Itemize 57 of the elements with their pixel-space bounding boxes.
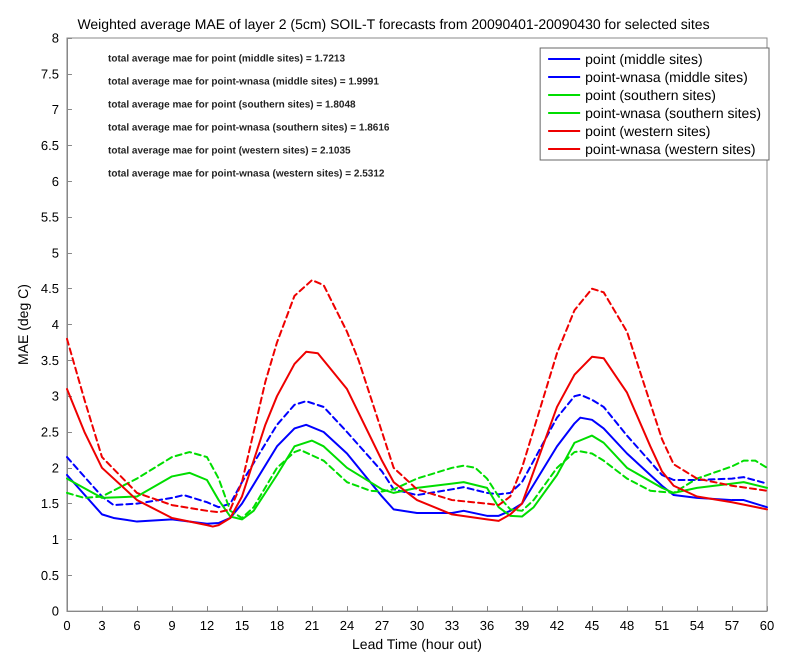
- line-series: [66, 434, 768, 520]
- line-series: [66, 279, 768, 514]
- annotation: total average mae for point (southern sites) = 1.8048: [108, 100, 356, 110]
- y-tick-label: 4: [52, 317, 59, 332]
- y-axis-title: MAE (deg C): [15, 284, 31, 366]
- legend-label: point-wnasa (middle sites): [585, 69, 748, 85]
- x-tick-label: 48: [620, 618, 634, 634]
- annotation: total average mae for point-wnasa (western sites) = 2.5312: [108, 168, 385, 180]
- y-tick-label: 7: [52, 102, 59, 118]
- line-series: [66, 416, 768, 525]
- x-tick-label: 42: [550, 618, 564, 634]
- y-tick-label: 1.5: [40, 496, 59, 512]
- x-tick-label: 3: [98, 618, 106, 634]
- x-tick-label: 9: [168, 618, 176, 634]
- x-tick-label: 45: [584, 618, 600, 634]
- x-tick-label: 54: [690, 618, 704, 634]
- y-tick-label: 3.5: [40, 352, 59, 368]
- x-tick-label: 21: [304, 618, 320, 634]
- x-tick-label: 60: [760, 618, 774, 634]
- y-tick-label: 4.5: [40, 281, 59, 296]
- legend-label: point-wnasa (southern sites): [585, 105, 762, 121]
- legend-label: point (southern sites): [585, 87, 716, 103]
- x-tick-label: 33: [444, 618, 460, 634]
- y-tick-label: 1: [52, 532, 59, 547]
- line-series: [66, 350, 768, 528]
- legend-label: point-wnasa (western sites): [585, 141, 756, 157]
- x-tick-label: 15: [234, 618, 250, 634]
- annotation: total average mae for point-wnasa (southern sites) = 1.8616: [108, 122, 390, 134]
- x-tick-label: 39: [514, 618, 530, 634]
- chart-title: Weighted average MAE of layer 2 (5cm) SOIL-T forecasts from 20090401-20090430 for selected sites: [77, 16, 710, 32]
- y-tick-label: 2.5: [40, 424, 59, 440]
- x-tick-label: 57: [724, 618, 740, 634]
- y-tick-label: 6: [52, 174, 59, 189]
- y-tick-label: 7.5: [40, 66, 59, 82]
- x-tick-label: 24: [340, 618, 354, 634]
- x-tick-label: 27: [374, 618, 390, 634]
- y-tick-label: 5.5: [40, 210, 59, 225]
- annotation: total average mae for point (middle sites) = 1.7213: [108, 54, 346, 64]
- y-tick-label: 3: [52, 388, 59, 404]
- annotation: total average mae for point (western sites) = 2.1035: [108, 146, 352, 156]
- x-tick-label: 18: [270, 618, 284, 634]
- x-tick-label: 12: [200, 618, 214, 634]
- legend-label: point (western sites): [585, 123, 710, 139]
- x-tick-label: 36: [480, 618, 494, 634]
- y-tick-label: 2: [52, 460, 59, 476]
- x-tick-label: 0: [63, 618, 71, 634]
- x-tick-label: 6: [133, 618, 141, 634]
- legend-label: point (middle sites): [585, 51, 703, 67]
- x-tick-label: 51: [654, 618, 670, 634]
- x-axis-title: Lead Time (hour out): [352, 636, 482, 652]
- y-tick-label: 0: [52, 604, 59, 619]
- y-tick-label: 8: [52, 30, 59, 46]
- y-tick-label: 0.5: [40, 568, 59, 583]
- x-tick-label: 30: [410, 618, 424, 634]
- y-tick-label: 5: [52, 245, 59, 260]
- y-tick-label: 6.5: [40, 138, 59, 153]
- annotation: total average mae for point-wnasa (middle sites) = 1.9991: [108, 76, 380, 88]
